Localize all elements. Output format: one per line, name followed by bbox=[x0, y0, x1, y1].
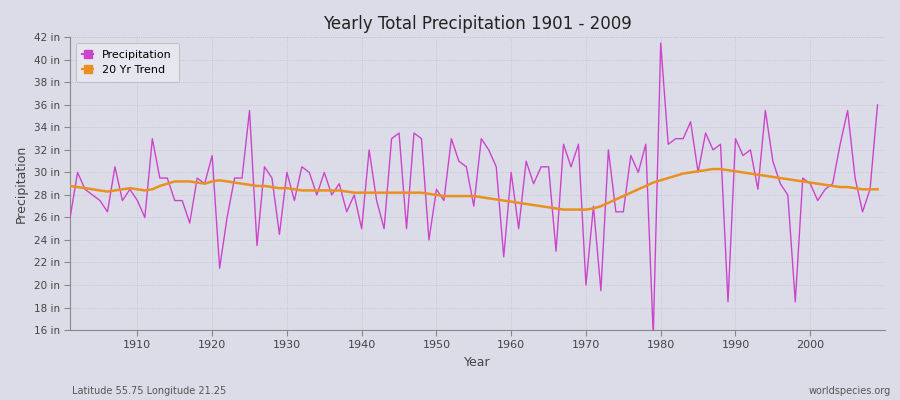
Title: Yearly Total Precipitation 1901 - 2009: Yearly Total Precipitation 1901 - 2009 bbox=[323, 15, 632, 33]
Text: worldspecies.org: worldspecies.org bbox=[809, 386, 891, 396]
Legend: Precipitation, 20 Yr Trend: Precipitation, 20 Yr Trend bbox=[76, 43, 179, 82]
X-axis label: Year: Year bbox=[464, 356, 491, 369]
Y-axis label: Precipitation: Precipitation bbox=[15, 144, 28, 223]
Text: Latitude 55.75 Longitude 21.25: Latitude 55.75 Longitude 21.25 bbox=[72, 386, 226, 396]
